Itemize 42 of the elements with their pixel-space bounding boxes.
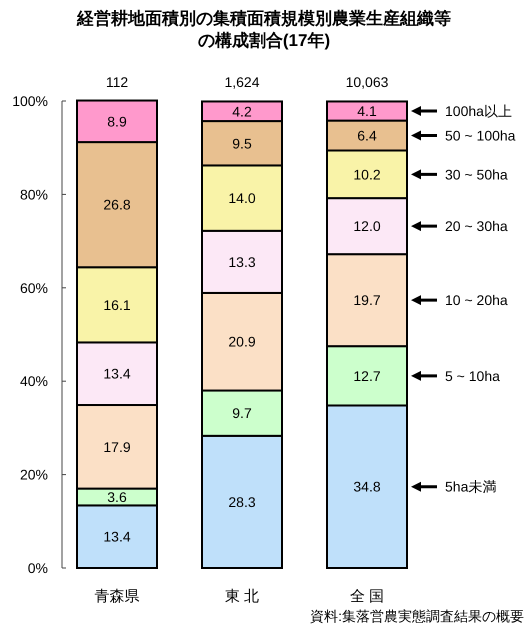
data-label: 6.4 bbox=[357, 128, 377, 144]
data-label: 4.2 bbox=[232, 103, 252, 120]
data-label: 20.9 bbox=[228, 334, 256, 350]
data-label: 34.8 bbox=[353, 478, 381, 495]
y-tick-label: 20% bbox=[20, 466, 48, 483]
chart-title: 経営耕地面積別の集積面積規模別農業生産組織等の構成割合(17年) bbox=[76, 9, 451, 50]
x-tick-label: 青森県 bbox=[94, 588, 140, 605]
y-tick-label: 40% bbox=[20, 373, 48, 390]
y-tick-label: 60% bbox=[20, 280, 48, 296]
legend-label: 5 ~ 10ha bbox=[445, 368, 500, 384]
data-label: 9.5 bbox=[232, 135, 252, 152]
text: 資料:集落営農実態調査結果の概要 bbox=[310, 608, 524, 624]
data-label: 14.0 bbox=[228, 190, 256, 206]
data-label: 13.3 bbox=[228, 254, 256, 270]
annotation: 112 bbox=[106, 74, 128, 90]
legend-label: 30 ~ 50ha bbox=[445, 166, 508, 182]
legend-label: 10 ~ 20ha bbox=[445, 292, 508, 308]
data-label: 10.2 bbox=[353, 166, 381, 182]
data-label: 26.8 bbox=[103, 196, 131, 213]
x-tick-label: 全 国 bbox=[350, 588, 384, 605]
data-label: 8.9 bbox=[107, 113, 127, 130]
y-tick-label: 0% bbox=[28, 560, 48, 576]
annotation: 1,624 bbox=[224, 74, 260, 90]
data-label: 4.1 bbox=[357, 103, 377, 120]
x-tick-label: 東 北 bbox=[224, 588, 260, 605]
data-label: 16.1 bbox=[103, 296, 131, 313]
data-label: 12.0 bbox=[353, 218, 381, 234]
legend-label: 5ha未満 bbox=[445, 478, 496, 495]
legend-label: 50 ~ 100ha bbox=[445, 128, 516, 144]
data-label: 19.7 bbox=[353, 292, 381, 308]
y-tick-label: 100% bbox=[12, 93, 48, 109]
data-label: 17.9 bbox=[103, 438, 131, 455]
data-label: 9.7 bbox=[232, 405, 252, 422]
legend-label: 20 ~ 30ha bbox=[445, 218, 508, 234]
data-label: 3.6 bbox=[107, 489, 127, 506]
y-tick-label: 80% bbox=[20, 186, 48, 202]
data-label: 13.4 bbox=[103, 366, 131, 382]
data-label: 13.4 bbox=[103, 528, 131, 545]
data-label: 28.3 bbox=[228, 494, 256, 510]
annotation: 10,063 bbox=[346, 74, 389, 90]
legend-label: 100ha以上 bbox=[445, 103, 512, 120]
data-label: 12.7 bbox=[353, 368, 381, 384]
